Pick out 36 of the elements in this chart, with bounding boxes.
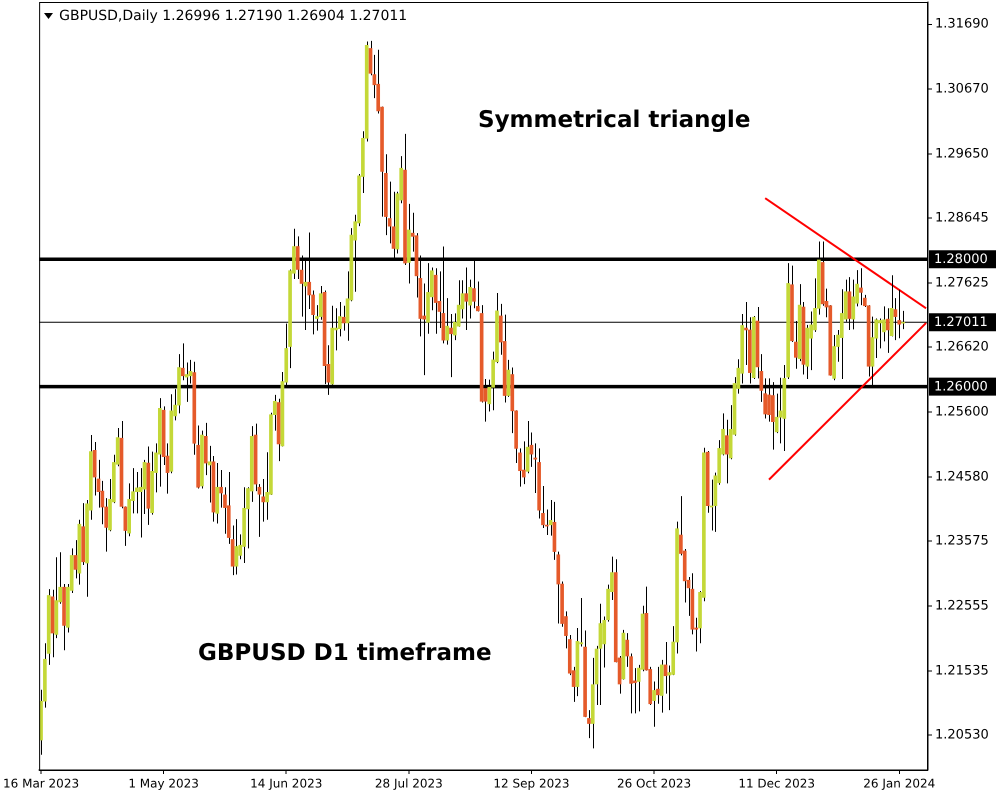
candlestick [522,440,526,485]
candlestick [725,419,729,484]
y-tick-label: 1.22555 [935,598,989,614]
annotation: Symmetrical triangle [478,106,750,134]
x-tick-label: 12 Sep 2023 [493,776,570,790]
y-tick-label: 1.30670 [935,82,989,97]
ref-line-label: 1.26000 [934,380,988,395]
annotation: GBPUSD D1 timeframe [198,639,492,667]
y-tick-label: 1.20530 [935,727,989,742]
y-tick-label: 1.29650 [935,146,989,162]
candlestick [219,470,223,508]
candlestick [180,342,185,381]
x-tick-label: 28 Jul 2023 [374,776,443,790]
ref-line-label: 1.27011 [934,315,988,330]
y-tick-label: 1.25600 [935,404,989,420]
x-tick-label: 14 Jun 2023 [250,776,322,790]
y-tick-label: 1.23575 [935,533,989,548]
x-tick-label: 26 Oct 2023 [616,776,692,790]
candlestick [234,518,238,575]
candlestick [652,680,656,728]
y-tick-label: 1.31690 [935,16,989,32]
y-tick-label: 1.21535 [935,663,989,678]
y-tick-label: 1.24580 [935,469,989,484]
x-tick-label: 11 Dec 2023 [738,776,815,790]
candlestick [134,471,139,514]
text: GBPUSD,Daily 1.26996 1.27190 1.26904 1.27011 [59,8,408,24]
ref-line-label: 1.28000 [934,252,988,268]
x-tick-label: 26 Jan 2024 [863,776,936,790]
x-tick-label: 1 May 2023 [128,776,199,790]
y-tick-label: 1.28645 [935,210,989,226]
candlestick [74,540,78,579]
candlestick [587,710,591,739]
y-tick-label: 1.26620 [935,340,989,355]
candlestick [859,268,863,306]
y-tick-label: 1.27625 [935,276,989,291]
x-tick-label: 16 Mar 2023 [3,776,80,790]
